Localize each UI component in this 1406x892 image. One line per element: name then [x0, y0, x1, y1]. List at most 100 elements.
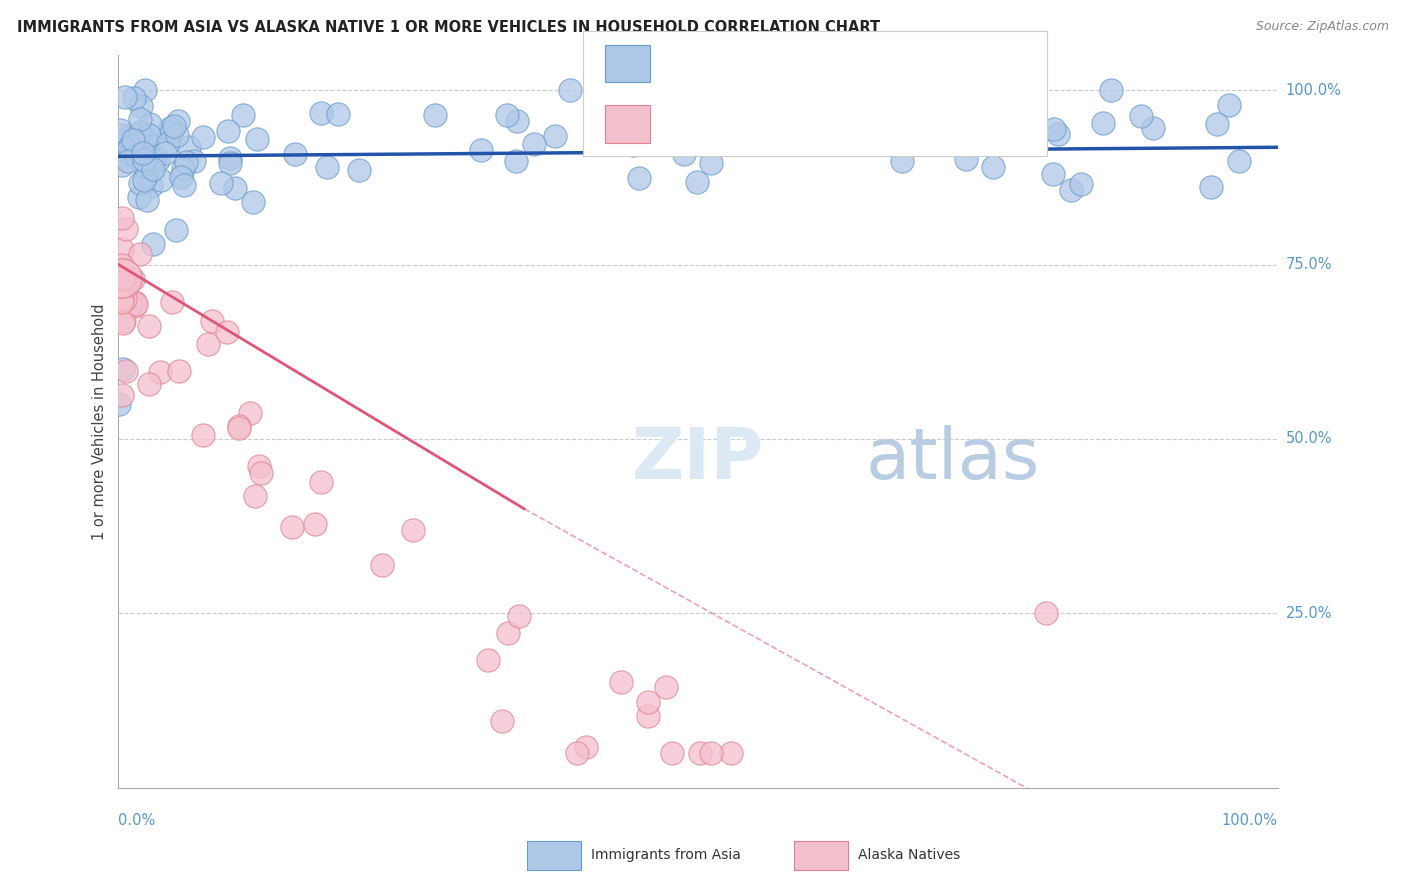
- Point: [172, 161, 194, 176]
- Point: [689, 746, 711, 760]
- Point: [111, 292, 134, 306]
- Text: 100.0%: 100.0%: [1222, 813, 1278, 828]
- Text: Alaska Natives: Alaska Natives: [858, 848, 960, 863]
- Point: [209, 176, 232, 190]
- Point: [111, 295, 134, 310]
- Point: [917, 83, 939, 97]
- Point: [132, 159, 155, 173]
- Point: [720, 746, 742, 760]
- Point: [142, 236, 165, 251]
- Point: [112, 314, 135, 328]
- Point: [658, 106, 681, 120]
- Point: [1042, 122, 1064, 136]
- Point: [654, 680, 676, 694]
- Point: [967, 127, 990, 141]
- Point: [122, 128, 145, 142]
- Point: [114, 281, 136, 295]
- Point: [176, 155, 198, 169]
- Point: [908, 97, 931, 112]
- Point: [505, 154, 527, 169]
- Point: [496, 108, 519, 122]
- Point: [150, 173, 173, 187]
- Point: [672, 146, 695, 161]
- Point: [402, 523, 425, 537]
- Point: [177, 140, 200, 154]
- Point: [143, 151, 166, 165]
- Point: [316, 160, 339, 174]
- Point: [111, 316, 134, 330]
- Point: [138, 128, 160, 143]
- Point: [818, 98, 841, 112]
- Text: R =: R =: [668, 56, 696, 70]
- Point: [110, 135, 132, 149]
- Point: [111, 158, 134, 172]
- Point: [242, 194, 264, 209]
- Point: [215, 325, 238, 339]
- Point: [142, 161, 165, 176]
- Point: [309, 475, 332, 489]
- Point: [1070, 177, 1092, 191]
- Point: [544, 129, 567, 144]
- Point: [280, 520, 302, 534]
- Point: [111, 271, 134, 285]
- Point: [470, 143, 492, 157]
- Point: [165, 222, 187, 236]
- Point: [1092, 116, 1115, 130]
- Point: [239, 406, 262, 420]
- Point: [111, 388, 134, 402]
- Point: [124, 294, 146, 309]
- Point: [890, 153, 912, 168]
- Point: [166, 128, 188, 142]
- Point: [107, 397, 129, 411]
- Text: N =: N =: [813, 56, 842, 70]
- Point: [136, 135, 159, 149]
- Point: [700, 156, 723, 170]
- Point: [114, 90, 136, 104]
- Point: [139, 162, 162, 177]
- Point: [128, 112, 150, 126]
- Point: [1018, 114, 1040, 128]
- Point: [1035, 607, 1057, 621]
- Point: [675, 117, 697, 131]
- Point: [505, 113, 527, 128]
- Point: [114, 222, 136, 236]
- Point: [157, 136, 180, 150]
- Point: [153, 146, 176, 161]
- Point: [201, 314, 224, 328]
- Point: [125, 297, 148, 311]
- Point: [508, 609, 530, 624]
- Point: [197, 337, 219, 351]
- Point: [685, 175, 707, 189]
- Point: [637, 709, 659, 723]
- Point: [124, 299, 146, 313]
- Point: [114, 364, 136, 378]
- Text: 0.054: 0.054: [717, 54, 773, 72]
- Point: [132, 146, 155, 161]
- Text: 50.0%: 50.0%: [1286, 432, 1333, 447]
- Point: [228, 419, 250, 434]
- Point: [700, 746, 723, 760]
- Point: [1218, 97, 1240, 112]
- Point: [112, 271, 135, 285]
- Point: [491, 714, 513, 728]
- Point: [108, 123, 131, 137]
- Point: [138, 117, 160, 131]
- Point: [111, 211, 134, 225]
- Point: [111, 242, 134, 256]
- Text: 54: 54: [862, 115, 887, 133]
- Point: [609, 674, 631, 689]
- Point: [1060, 183, 1083, 197]
- Point: [477, 653, 499, 667]
- Point: [170, 169, 193, 184]
- Point: [567, 746, 589, 760]
- Point: [134, 153, 156, 167]
- Point: [1002, 102, 1025, 116]
- Point: [173, 178, 195, 193]
- Point: [309, 106, 332, 120]
- Point: [636, 116, 658, 130]
- Point: [135, 130, 157, 145]
- Point: [981, 161, 1004, 175]
- Text: 75.0%: 75.0%: [1286, 257, 1333, 272]
- Point: [122, 91, 145, 105]
- Point: [628, 171, 651, 186]
